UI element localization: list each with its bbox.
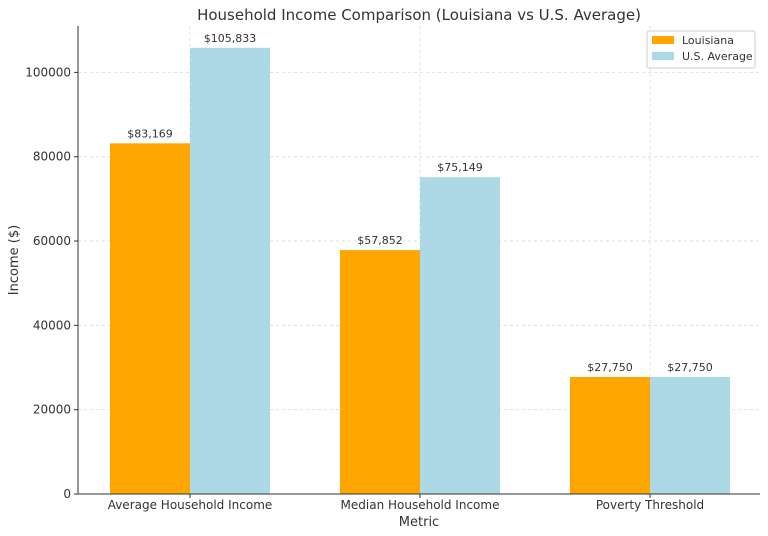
x-tick-label: Median Household Income <box>341 498 500 512</box>
bar-louisiana-1 <box>340 250 420 494</box>
data-label: $83,169 <box>127 127 173 140</box>
x-tick-label: Average Household Income <box>108 498 273 512</box>
bar-u-s-average-1 <box>420 177 500 494</box>
axes: 0 20000 40000 60000 80000 100000 Average House… <box>25 26 760 512</box>
y-tick-label: 100000 <box>25 65 71 79</box>
legend-label-us-average: U.S. Average <box>682 50 753 63</box>
data-label: $105,833 <box>204 32 257 45</box>
legend-label-louisiana: Louisiana <box>682 34 734 47</box>
legend-swatch-louisiana <box>652 36 674 44</box>
y-tick-label: 40000 <box>33 318 71 332</box>
data-label: $75,149 <box>437 161 483 174</box>
chart-title: Household Income Comparison (Louisiana v… <box>197 6 641 24</box>
bar-u-s-average-2 <box>650 377 730 494</box>
y-tick-label: 0 <box>63 487 71 501</box>
legend-swatch-us-average <box>652 52 674 60</box>
y-axis-label: Income ($) <box>7 225 22 295</box>
data-label: $27,750 <box>667 361 713 374</box>
data-label: $27,750 <box>587 361 633 374</box>
bar-louisiana-2 <box>570 377 650 494</box>
x-axis-label: Metric <box>399 515 439 530</box>
bar-u-s-average-0 <box>190 47 270 495</box>
data-label: $57,852 <box>357 234 403 247</box>
legend: Louisiana U.S. Average <box>646 30 756 69</box>
bar-louisiana-0 <box>110 143 190 495</box>
y-tick-label: 60000 <box>33 234 71 248</box>
y-tick-label: 20000 <box>33 403 71 417</box>
y-tick-label: 80000 <box>33 150 71 164</box>
x-tick-label: Poverty Threshold <box>596 498 704 512</box>
bars: $83,169 $57,852 $27,750 $105,833 $75,149 $27,… <box>110 32 730 495</box>
